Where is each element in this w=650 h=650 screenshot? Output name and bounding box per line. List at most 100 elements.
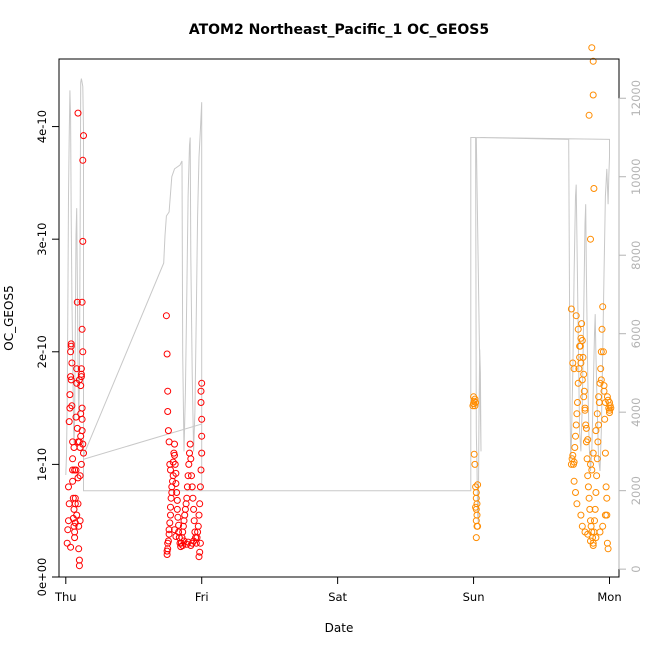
x-axis: Thu Fri Sat Sun Mon [54,576,622,604]
data-points [63,44,615,570]
y2-tick-label: 10000 [629,158,643,195]
data-point-orange [567,305,575,313]
data-point-red [172,480,180,487]
data-point-red [197,466,205,474]
data-point-red [198,379,206,387]
data-point-orange [601,449,609,457]
x-tick-label: Fri [195,590,209,604]
data-point-orange [576,342,584,350]
data-point-orange [585,494,593,502]
chart-title: ATOM2 Northeast_Pacific_1 OC_GEOS5 [189,22,489,38]
data-point-red [179,542,187,549]
data-point-red [79,156,87,164]
data-point-red [74,474,82,482]
y-axis-right: 0 2000 4000 6000 8000 10000 12000 [618,80,643,573]
data-point-orange [584,483,592,491]
data-point-red [198,449,206,457]
data-point-red [167,503,174,511]
data-point-orange [571,444,579,451]
data-point-orange [573,410,581,418]
data-point-orange [582,421,590,429]
data-point-orange [470,393,478,401]
data-point-orange [599,303,607,311]
data-point-orange [572,421,580,429]
y-tick-label: 1e-10 [35,448,49,481]
data-point-red [165,530,173,538]
data-point-orange [585,111,593,119]
data-point-orange [592,427,600,435]
data-point-red [197,399,205,406]
data-point-orange [588,44,596,52]
data-point-red [173,489,181,496]
x-tick-label: Sat [328,590,347,604]
data-point-orange [597,365,605,373]
data-point-orange [587,235,594,243]
data-point-orange [578,337,586,344]
data-point-red [184,472,192,480]
data-point-orange [601,415,609,423]
data-point-red [188,483,196,491]
data-point-red [71,500,79,508]
data-point-red [183,483,191,491]
data-point-red [63,539,71,547]
data-point-red [194,522,202,530]
y-tick-label: 2e-10 [35,335,49,368]
data-point-red [65,483,72,491]
data-point-orange [599,348,607,356]
data-point-red [69,477,77,485]
data-point-red [69,455,77,463]
data-point-orange [471,402,479,410]
data-point-orange [572,489,579,496]
data-point-orange [584,530,592,538]
data-point-red [78,325,86,333]
y-tick-label: 0e+00 [35,558,49,597]
x-axis-label: Date [325,621,354,635]
data-point-orange [569,451,577,459]
data-point-red [66,404,74,412]
y2-tick-label: 8000 [629,241,643,270]
data-point-orange [572,312,580,320]
data-point-orange [470,450,478,458]
data-point-red [167,466,174,474]
data-point-orange [570,458,578,466]
data-point-red [190,537,198,545]
y2-tick-label: 0 [629,565,643,572]
data-point-orange [591,517,598,525]
y2-tick-label: 12000 [629,80,643,117]
data-point-red [196,539,204,547]
data-point-red [70,444,78,451]
data-point-orange [574,399,581,406]
data-point-orange [578,376,586,384]
data-point-red [67,373,75,381]
data-point-orange [593,472,601,480]
x-tick-label: Mon [597,590,621,604]
data-point-red [68,359,76,367]
data-point-orange [603,494,611,502]
data-point-red [197,387,205,395]
data-point-orange [574,325,582,333]
data-point-red [73,365,81,373]
data-point-red [171,460,179,468]
data-point-red [196,548,204,556]
data-point-orange [581,406,589,414]
data-point-orange [577,359,585,367]
data-point-red [78,404,86,412]
data-point-orange [577,511,585,519]
y-tick-label: 3e-10 [35,223,49,256]
data-point-red [71,466,79,474]
y2-tick-label: 6000 [629,319,643,348]
data-point-red [166,519,174,527]
data-point-red [72,413,80,421]
data-point-red [198,415,206,423]
data-point-orange [584,472,592,480]
data-point-red [175,521,183,529]
data-point-orange [474,522,482,530]
data-point-red [67,543,75,551]
data-point-red [165,526,173,534]
data-point-orange [593,410,601,418]
data-point-orange [573,500,581,508]
y2-tick-label: 2000 [629,476,643,505]
data-point-red [171,526,178,534]
data-point-orange [588,466,596,474]
